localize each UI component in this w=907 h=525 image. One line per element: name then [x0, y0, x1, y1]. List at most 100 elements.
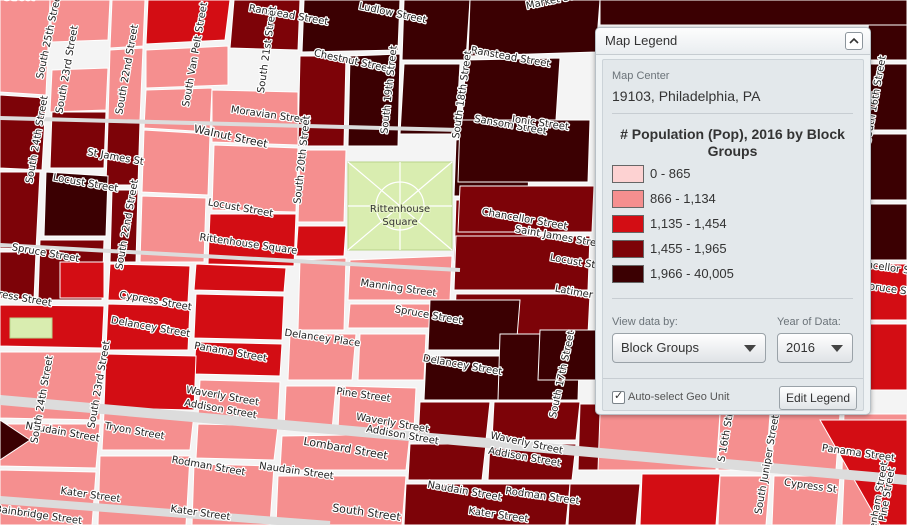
legend-range: 1,455 - 1,965	[650, 241, 727, 256]
street-label: Ludlow Street	[0, 0, 34, 3]
block-group[interactable]	[211, 144, 299, 213]
legend-range: 1,966 - 40,005	[650, 266, 734, 281]
collapse-button[interactable]	[845, 32, 863, 50]
block-group[interactable]	[301, 0, 401, 53]
divider	[612, 113, 853, 114]
block-group[interactable]	[399, 63, 461, 135]
block-group[interactable]	[491, 401, 581, 441]
block-group[interactable]	[0, 0, 51, 96]
block-group[interactable]	[49, 0, 111, 43]
block-group[interactable]	[191, 463, 275, 525]
legend-class-row: 866 - 1,134	[612, 190, 853, 208]
block-group[interactable]	[49, 111, 107, 169]
block-group[interactable]	[287, 333, 357, 381]
legend-range: 1,135 - 1,454	[650, 216, 727, 231]
legend-range: 866 - 1,134	[650, 191, 716, 206]
legend-body: Map Center 19103, Philadelphia, PA # Pop…	[602, 59, 864, 411]
legend-swatch	[612, 165, 644, 183]
block-group[interactable]	[139, 195, 207, 263]
view-by-label: View data by:	[612, 316, 678, 328]
legend-title: # Population (Pop), 2016 by Block Groups	[620, 126, 845, 159]
block-group[interactable]	[867, 203, 907, 261]
major-road	[0, 116, 461, 132]
block-group[interactable]	[107, 263, 191, 303]
park-label-line1: Rittenhouse	[370, 204, 430, 215]
map-legend-panel: Map Legend Map Center 19103, Philadelphi…	[595, 27, 871, 415]
block-group[interactable]	[109, 189, 139, 263]
block-group[interactable]	[275, 475, 407, 525]
check-icon: ✓	[614, 389, 624, 402]
chevron-up-icon	[849, 37, 859, 44]
block-group[interactable]	[297, 55, 347, 147]
legend-class-row: 1,966 - 40,005	[612, 265, 853, 283]
block-group[interactable]	[297, 257, 347, 331]
divider	[612, 298, 853, 299]
legend-header-title: Map Legend	[605, 33, 678, 48]
legend-class-row: 0 - 865	[612, 165, 853, 183]
block-group[interactable]	[0, 251, 37, 301]
block-group[interactable]	[639, 473, 721, 525]
legend-range: 0 - 865	[650, 166, 691, 181]
block-group[interactable]	[453, 235, 591, 291]
block-group[interactable]	[195, 423, 279, 461]
rittenhouse-square-park[interactable]: Rittenhouse Square	[9, 161, 453, 339]
block-group[interactable]	[0, 94, 47, 171]
block-group[interactable]	[193, 293, 285, 341]
block-group[interactable]	[599, 0, 907, 26]
block-group[interactable]	[347, 53, 401, 147]
block-group[interactable]	[229, 0, 301, 51]
map-center-value: 19103, Philadelphia, PA	[612, 88, 761, 104]
block-group[interactable]	[145, 45, 229, 89]
small-park	[9, 317, 53, 339]
chevron-down-icon	[744, 345, 756, 352]
legend-swatch	[612, 190, 644, 208]
block-group[interactable]	[0, 423, 101, 469]
block-group[interactable]	[0, 419, 31, 461]
legend-header: Map Legend	[596, 28, 870, 55]
block-group[interactable]	[43, 171, 109, 237]
park-label-line2: Square	[382, 217, 417, 228]
block-group[interactable]	[0, 171, 41, 251]
block-group[interactable]	[865, 323, 907, 391]
chevron-down-icon	[831, 345, 843, 352]
year-label: Year of Data:	[777, 316, 841, 328]
legend-swatch	[612, 240, 644, 258]
block-group[interactable]	[295, 225, 347, 257]
map-center-label: Map Center	[612, 70, 670, 82]
block-group[interactable]	[207, 213, 297, 267]
year-select[interactable]: 2016	[777, 333, 853, 363]
block-group[interactable]	[105, 303, 191, 351]
block-group[interactable]	[145, 0, 231, 45]
block-group[interactable]	[193, 263, 287, 293]
major-road	[0, 496, 331, 525]
view-by-value: Block Groups	[621, 340, 700, 355]
block-group[interactable]	[457, 185, 595, 233]
block-group[interactable]	[141, 129, 211, 196]
block-group[interactable]	[337, 385, 417, 431]
block-group[interactable]	[103, 353, 197, 411]
legend-swatch	[612, 265, 644, 283]
view-by-select[interactable]: Block Groups	[612, 333, 766, 363]
block-group[interactable]	[457, 119, 591, 183]
auto-select-label: Auto-select Geo Unit	[628, 391, 730, 403]
block-group[interactable]	[867, 133, 907, 201]
major-road	[0, 395, 907, 485]
block-group[interactable]	[109, 0, 146, 49]
year-value: 2016	[786, 340, 815, 355]
block-group[interactable]	[49, 67, 109, 113]
block-group[interactable]	[357, 333, 427, 381]
block-group[interactable]	[0, 469, 97, 525]
block-group[interactable]	[567, 483, 641, 525]
block-group[interactable]	[403, 483, 571, 525]
auto-select-checkbox[interactable]: ✓	[612, 389, 625, 404]
block-group[interactable]	[407, 443, 487, 481]
edit-legend-button[interactable]: Edit Legend	[779, 386, 857, 410]
block-group[interactable]	[717, 475, 771, 525]
block-group[interactable]	[297, 149, 347, 223]
block-group[interactable]	[59, 261, 105, 299]
block-group[interactable]	[401, 0, 471, 61]
divider	[603, 378, 863, 379]
legend-class-row: 1,135 - 1,454	[612, 215, 853, 233]
legend-class-row: 1,455 - 1,965	[612, 240, 853, 258]
